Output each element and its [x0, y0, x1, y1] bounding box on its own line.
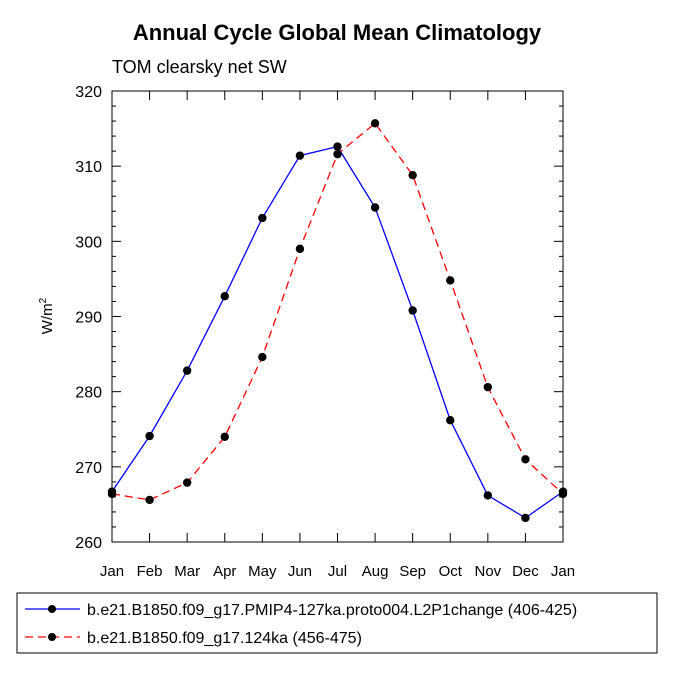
axis-ticks [111, 90, 564, 543]
legend-marker-series-2 [48, 633, 56, 641]
x-tick-label: Jun [288, 563, 312, 580]
series-2-point [182, 478, 192, 487]
series-2-point [258, 352, 267, 362]
series-layer [107, 119, 568, 523]
x-tick-labels: Jan Feb Mar Apr May Jun Jul Aug Sep Oct Nov Dec Jan [100, 563, 575, 580]
y-tick-label: 270 [75, 460, 102, 477]
x-tick-label: Aug [362, 563, 389, 580]
x-tick-label: Sep [399, 563, 426, 580]
series-2-point [521, 455, 530, 464]
x-tick-label: Apr [213, 563, 236, 580]
series-2-point [408, 170, 417, 180]
series-2-point [295, 244, 305, 254]
x-tick-label: Jul [328, 563, 347, 580]
series-1-point [370, 203, 380, 212]
legend-marker-series-1 [48, 605, 56, 613]
x-tick-label: Dec [512, 563, 539, 580]
x-tick-label: Feb [137, 563, 163, 580]
series-2-point [370, 119, 380, 128]
x-tick-label: Jan [551, 563, 575, 580]
y-tick-label: 290 [75, 310, 102, 327]
y-axis-label: W/m2 [38, 297, 56, 334]
y-tick-label: 300 [75, 234, 102, 251]
legend-label-series-2: b.e21.B1850.f09_g17.124ka (456-475) [87, 630, 362, 647]
legend-label-series-1: b.e21.B1850.f09_g17.PMIP4-127ka.proto004… [87, 602, 577, 619]
series-1-point [446, 416, 455, 425]
series-2-point [483, 382, 493, 392]
x-tick-label: Oct [439, 563, 463, 580]
x-tick-label: May [248, 563, 277, 580]
x-tick-label: Jan [100, 563, 124, 580]
x-tick-label: Nov [474, 563, 501, 580]
series-2-line [111, 122, 564, 501]
legend-box [16, 592, 658, 654]
series-1-point [295, 151, 305, 160]
series-1-point [258, 213, 267, 223]
series-2-point [333, 149, 342, 159]
y-tick-label: 260 [75, 535, 102, 552]
series-1-point [145, 431, 154, 441]
series-2-point [220, 432, 229, 441]
series-1-point [333, 142, 342, 151]
series-1-point [182, 366, 192, 375]
series-1-line [111, 145, 564, 519]
series-2-point [145, 495, 154, 505]
y-tick-label: 280 [75, 385, 102, 402]
plot-frame [111, 90, 564, 543]
series-1-point [483, 491, 493, 500]
x-tick-label: Mar [174, 563, 200, 580]
series-1-point [521, 513, 530, 523]
series-1-point [220, 292, 229, 301]
y-tick-label: 320 [75, 84, 102, 101]
series-2-point [446, 276, 455, 285]
chart-title: Annual Cycle Global Mean Climatology [133, 20, 542, 45]
y-tick-labels: 260 270 280 290 300 310 320 [75, 84, 102, 552]
legend: b.e21.B1850.f09_g17.PMIP4-127ka.proto004… [16, 592, 658, 654]
series-1-point [408, 306, 417, 315]
chart-subtitle: TOM clearsky net SW [112, 57, 287, 77]
y-tick-label: 310 [75, 159, 102, 176]
